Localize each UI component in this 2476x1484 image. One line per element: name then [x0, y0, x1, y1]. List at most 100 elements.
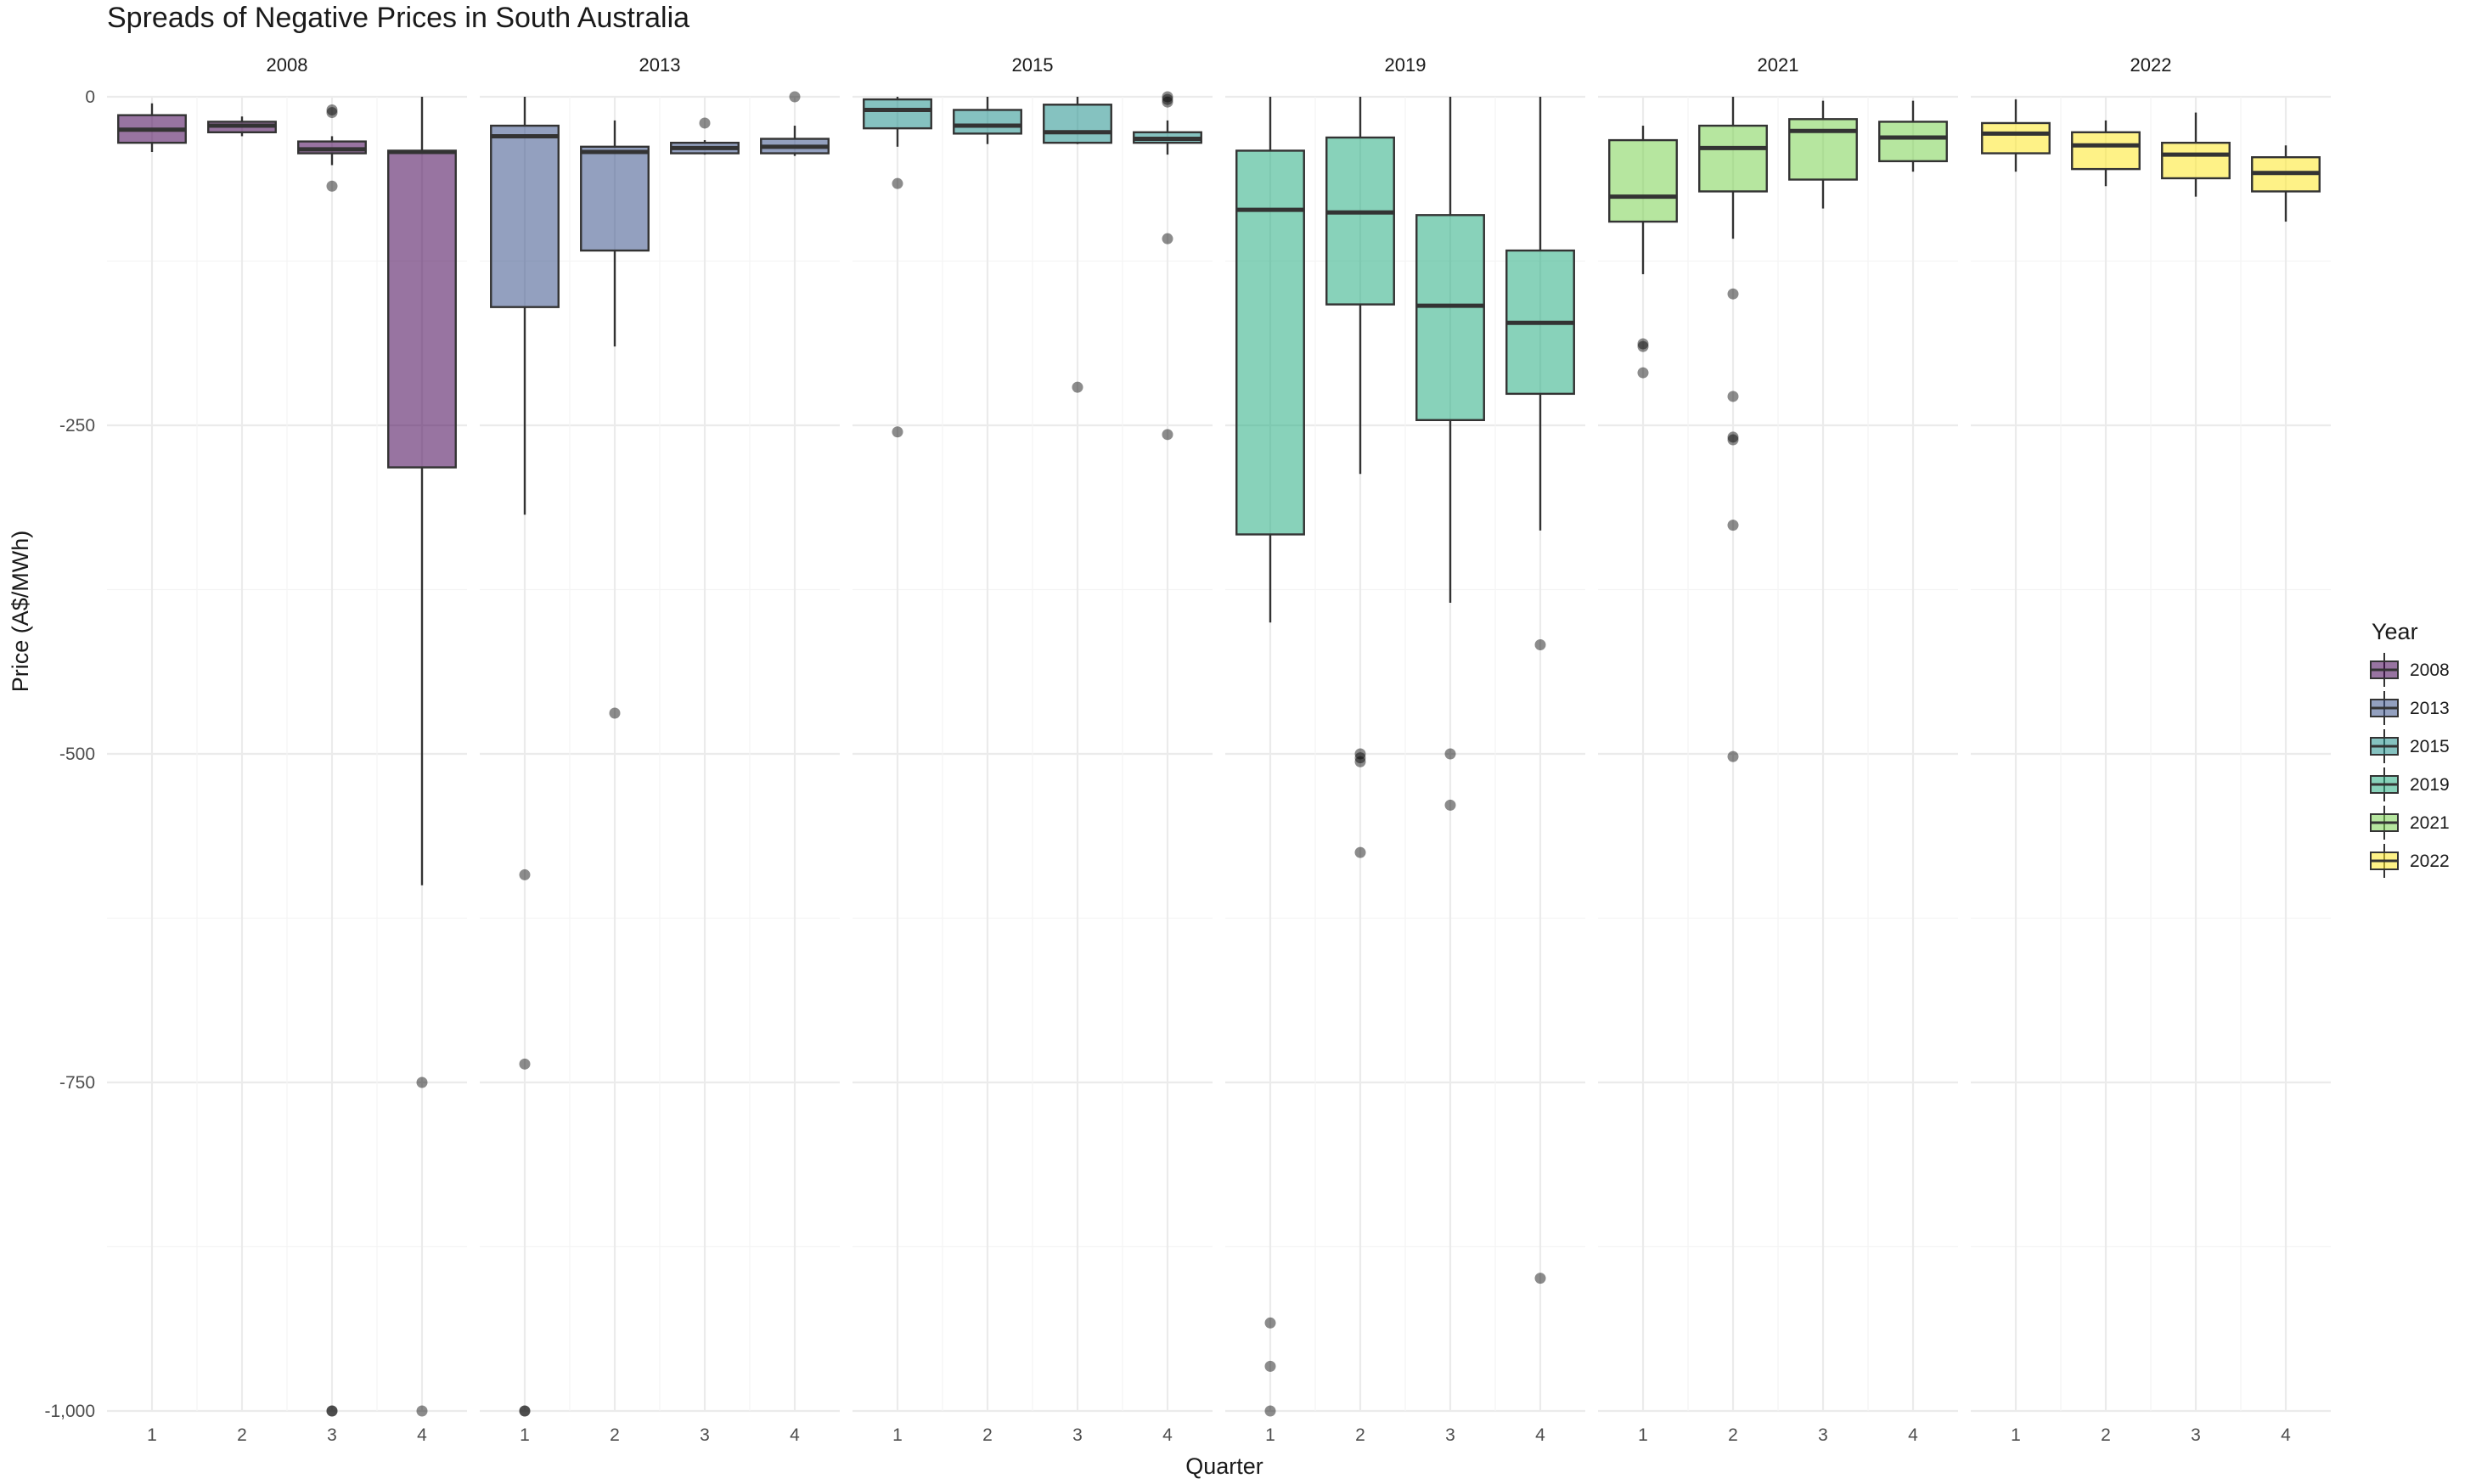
box-2015-q1	[863, 97, 932, 438]
chart-title: Spreads of Negative Prices in South Aust…	[107, 2, 689, 34]
outlier-point	[609, 707, 621, 719]
facet-panels: 2008 1 2 3 4 2013 1 2 3 4 2015 1 2 3 4 2019 1 2 3 4 2021 1 2 3 4…	[107, 54, 2331, 1445]
legend-label: 2022	[2410, 852, 2450, 871]
x-tick-label: 1	[892, 1425, 903, 1445]
legend-label: 2021	[2410, 813, 2450, 833]
facet-panel-2019: 2019 1 2 3 4	[1225, 54, 1585, 1445]
legend-item-2015: 2015	[2370, 729, 2450, 763]
y-tick-label: -500	[59, 745, 95, 764]
x-tick-label: 4	[2281, 1425, 2291, 1445]
y-tick-label: -1,000	[44, 1402, 95, 1421]
box-2013-q1	[490, 97, 560, 1417]
box-2015-q2	[953, 97, 1022, 144]
legend-item-2019: 2019	[2370, 767, 2450, 801]
box-2008-q4	[387, 97, 457, 1417]
iqr-box	[1878, 121, 1948, 163]
outlier-point	[1072, 381, 1083, 393]
facet-strip-label: 2008	[267, 54, 308, 76]
y-tick-label: 0	[85, 87, 95, 107]
legend-item-2021: 2021	[2370, 806, 2450, 840]
y-tick-label: -250	[59, 416, 95, 436]
x-tick-label: 2	[610, 1425, 620, 1445]
outlier-point	[326, 104, 338, 115]
y-axis-title: Price (A$/MWh)	[8, 531, 33, 693]
box-2019-q2	[1325, 97, 1395, 858]
iqr-box	[2071, 131, 2141, 171]
x-tick-label: 3	[700, 1425, 710, 1445]
x-tick-label: 4	[417, 1425, 427, 1445]
outlier-point	[892, 426, 903, 438]
iqr-box	[1788, 118, 1858, 181]
x-tick-label: 1	[2011, 1425, 2021, 1445]
outlier-point	[1727, 520, 1739, 531]
x-tick-label: 1	[520, 1425, 530, 1445]
outlier-point	[326, 1405, 338, 1417]
x-tick-label: 1	[1638, 1425, 1648, 1445]
facet-strip-label: 2013	[639, 54, 681, 76]
iqr-box	[1235, 149, 1305, 536]
box-2013-q3	[670, 117, 740, 155]
outlier-point	[1534, 639, 1546, 651]
legend-title: Year	[2372, 619, 2418, 644]
legend-item-2013: 2013	[2370, 691, 2450, 725]
facet-strip-label: 2019	[1385, 54, 1427, 76]
outlier-point	[1444, 748, 1456, 760]
outlier-point	[1162, 429, 1173, 441]
outlier-point	[416, 1405, 428, 1417]
outlier-point	[1637, 340, 1649, 352]
facet-strip-label: 2022	[2130, 54, 2172, 76]
iqr-box	[1981, 121, 2051, 155]
y-tick-label: -750	[59, 1073, 95, 1093]
facet-strip-label: 2021	[1758, 54, 1799, 76]
outlier-point	[519, 1405, 531, 1417]
outlier-point	[1162, 93, 1173, 105]
outlier-point	[789, 91, 801, 103]
box-2021-q1	[1608, 126, 1678, 379]
x-tick-label: 3	[2191, 1425, 2201, 1445]
facet-strip-label: 2015	[1012, 54, 1054, 76]
box-2015-q3	[1043, 97, 1112, 393]
outlier-point	[519, 1405, 531, 1417]
outlier-point	[1727, 288, 1739, 300]
outlier-point	[1444, 799, 1456, 811]
x-tick-label: 3	[327, 1425, 337, 1445]
box-2019-q4	[1505, 97, 1575, 1284]
outlier-point	[1162, 96, 1173, 108]
x-tick-label: 2	[237, 1425, 247, 1445]
x-tick-label: 2	[1728, 1425, 1738, 1445]
outlier-point	[1637, 338, 1649, 350]
outlier-point	[1162, 91, 1173, 103]
box-2019-q3	[1415, 97, 1485, 811]
outlier-point	[1264, 1405, 1276, 1417]
x-tick-label: 2	[982, 1425, 993, 1445]
outlier-point	[1354, 846, 1366, 858]
outlier-point	[699, 117, 711, 129]
legend-label: 2019	[2410, 775, 2450, 795]
x-axis-title: Quarter	[1185, 1453, 1263, 1479]
iqr-box	[1415, 214, 1485, 422]
iqr-box	[1325, 136, 1395, 306]
box-2015-q4	[1133, 91, 1202, 441]
facet-panel-2013: 2013 1 2 3 4	[480, 54, 840, 1445]
facet-panel-2022: 2022 1 2 3 4	[1971, 54, 2331, 1445]
facet-panel-2021: 2021 1 2 3 4	[1598, 54, 1958, 1445]
box-2008-q1	[117, 103, 187, 153]
y-axis: 0 -250 -500 -750 -1,000	[44, 87, 95, 1421]
iqr-box	[490, 124, 560, 308]
facet-panel-2015: 2015 1 2 3 4	[853, 54, 1213, 1445]
x-tick-label: 4	[1535, 1425, 1545, 1445]
box-2008-q2	[207, 116, 277, 137]
outlier-point	[519, 868, 531, 880]
box-2022-q1	[1981, 99, 2051, 172]
iqr-box	[387, 149, 457, 469]
outlier-point	[326, 107, 338, 119]
x-tick-label: 2	[2101, 1425, 2111, 1445]
iqr-box	[1043, 104, 1112, 144]
box-2022-q2	[2071, 120, 2141, 187]
x-tick-label: 4	[790, 1425, 800, 1445]
box-2021-q2	[1698, 97, 1768, 762]
iqr-box	[953, 109, 1022, 135]
box-2013-q4	[760, 91, 830, 156]
outlier-point	[1264, 1360, 1276, 1372]
